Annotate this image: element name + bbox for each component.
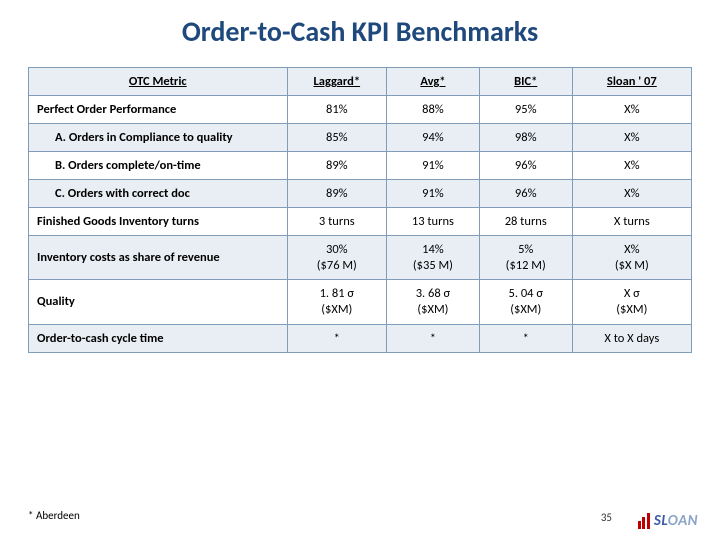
value-cell: 94% <box>387 124 480 152</box>
value-cell: 1. 81 σ($XM) <box>287 280 386 324</box>
sloan-logo: SLOAN <box>638 512 698 530</box>
value-cell: X% <box>572 180 691 208</box>
col-metric: OTC Metric <box>29 68 288 96</box>
table-header-row: OTC Metric Laggard* Avg* BIC* Sloan ' 07 <box>29 68 692 96</box>
value-cell: 5%($12 M) <box>479 236 572 280</box>
value-cell: 98% <box>479 124 572 152</box>
value-cell: X%($X M) <box>572 236 691 280</box>
metric-cell: Quality <box>29 280 288 324</box>
value-cell: * <box>287 324 386 352</box>
metric-cell: Inventory costs as share of revenue <box>29 236 288 280</box>
table-row: A. Orders in Compliance to quality85%94%… <box>29 124 692 152</box>
table-row: Finished Goods Inventory turns3 turns13 … <box>29 208 692 236</box>
value-cell: 5. 04 σ($XM) <box>479 280 572 324</box>
value-cell: * <box>479 324 572 352</box>
kpi-table: OTC Metric Laggard* Avg* BIC* Sloan ' 07… <box>28 67 692 353</box>
metric-cell: Order-to-cash cycle time <box>29 324 288 352</box>
value-cell: * <box>387 324 480 352</box>
value-cell: X σ($XM) <box>572 280 691 324</box>
value-cell: 81% <box>287 96 386 124</box>
table-row: C. Orders with correct doc89%91%96%X% <box>29 180 692 208</box>
col-avg: Avg* <box>387 68 480 96</box>
value-cell: 3 turns <box>287 208 386 236</box>
logo-text: SLOAN <box>654 512 698 530</box>
col-laggard: Laggard* <box>287 68 386 96</box>
value-cell: 95% <box>479 96 572 124</box>
value-cell: X% <box>572 96 691 124</box>
footnote: * Aberdeen <box>28 509 80 522</box>
value-cell: 96% <box>479 180 572 208</box>
value-cell: 89% <box>287 152 386 180</box>
value-cell: 13 turns <box>387 208 480 236</box>
metric-cell: B. Orders complete/on-time <box>29 152 288 180</box>
value-cell: 96% <box>479 152 572 180</box>
value-cell: X% <box>572 124 691 152</box>
table-row: Quality1. 81 σ($XM)3. 68 σ($XM)5. 04 σ($… <box>29 280 692 324</box>
table-body: Perfect Order Performance81%88%95%X%A. O… <box>29 96 692 353</box>
value-cell: 85% <box>287 124 386 152</box>
col-bic: BIC* <box>479 68 572 96</box>
value-cell: X to X days <box>572 324 691 352</box>
logo-bars-icon <box>638 513 650 529</box>
value-cell: 28 turns <box>479 208 572 236</box>
metric-cell: A. Orders in Compliance to quality <box>29 124 288 152</box>
table-container: OTC Metric Laggard* Avg* BIC* Sloan ' 07… <box>0 67 720 353</box>
metric-cell: C. Orders with correct doc <box>29 180 288 208</box>
table-row: Order-to-cash cycle time***X to X days <box>29 324 692 352</box>
table-row: Perfect Order Performance81%88%95%X% <box>29 96 692 124</box>
col-sloan: Sloan ' 07 <box>572 68 691 96</box>
value-cell: 89% <box>287 180 386 208</box>
metric-cell: Finished Goods Inventory turns <box>29 208 288 236</box>
value-cell: 88% <box>387 96 480 124</box>
page-title: Order-to-Cash KPI Benchmarks <box>0 0 720 67</box>
value-cell: X turns <box>572 208 691 236</box>
value-cell: X% <box>572 152 691 180</box>
value-cell: 3. 68 σ($XM) <box>387 280 480 324</box>
value-cell: 91% <box>387 180 480 208</box>
value-cell: 30%($76 M) <box>287 236 386 280</box>
table-row: Inventory costs as share of revenue30%($… <box>29 236 692 280</box>
value-cell: 91% <box>387 152 480 180</box>
table-row: B. Orders complete/on-time89%91%96%X% <box>29 152 692 180</box>
page-number: 35 <box>601 511 612 524</box>
value-cell: 14%($35 M) <box>387 236 480 280</box>
metric-cell: Perfect Order Performance <box>29 96 288 124</box>
